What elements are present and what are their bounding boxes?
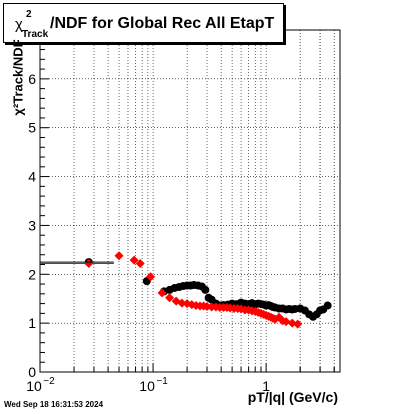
x-tick-label: 10	[139, 378, 155, 394]
data-point-red	[157, 288, 167, 298]
title-subscript: Track	[22, 29, 49, 40]
data-point-red	[135, 259, 145, 269]
grid	[40, 30, 340, 372]
y-tick-label: 5	[28, 120, 36, 136]
y-tick-labels: 0 1 2 3 4 5 6	[28, 71, 36, 380]
y-tick-label: 0	[28, 364, 36, 380]
data-point-red	[281, 317, 291, 327]
data-marks	[40, 251, 332, 329]
x-tick-labels: 10 −2 10 −1 1	[26, 376, 270, 394]
chart-title-box: χ 2 Track /NDF for Global Rec All EtapT	[3, 3, 284, 43]
chart-title: /NDF for Global Rec All EtapT	[50, 15, 275, 32]
y-tick-label: 2	[28, 266, 36, 282]
y-tick-label: 3	[28, 217, 36, 233]
y-axis-label: χ²Track/NDF	[10, 39, 26, 116]
data-point-red	[146, 272, 156, 282]
x-tick-label: 1	[262, 378, 270, 394]
x-tick-label: 10	[26, 378, 42, 394]
data-point-red	[114, 251, 124, 261]
data-point-black	[323, 301, 332, 310]
data-point-red	[129, 255, 139, 265]
title-superscript: 2	[26, 9, 32, 20]
y-tick-label: 1	[28, 315, 36, 331]
y-tick-label: 4	[28, 169, 36, 185]
datestamp: Wed Sep 18 16:31:53 2024	[4, 400, 104, 409]
axis-ticks	[39, 49, 335, 373]
data-point-black	[201, 285, 210, 294]
x-tick-label-exponent: −1	[156, 376, 168, 387]
data-point-red	[177, 298, 187, 308]
y-tick-label: 6	[28, 71, 36, 87]
x-axis-label: pT/|q| (GeV/c)	[247, 389, 338, 405]
title-chi-symbol: χ	[15, 16, 23, 33]
data-point-red	[293, 319, 303, 329]
data-point-red	[165, 293, 175, 303]
plot-frame	[39, 29, 341, 373]
x-tick-label-exponent: −2	[43, 376, 55, 387]
